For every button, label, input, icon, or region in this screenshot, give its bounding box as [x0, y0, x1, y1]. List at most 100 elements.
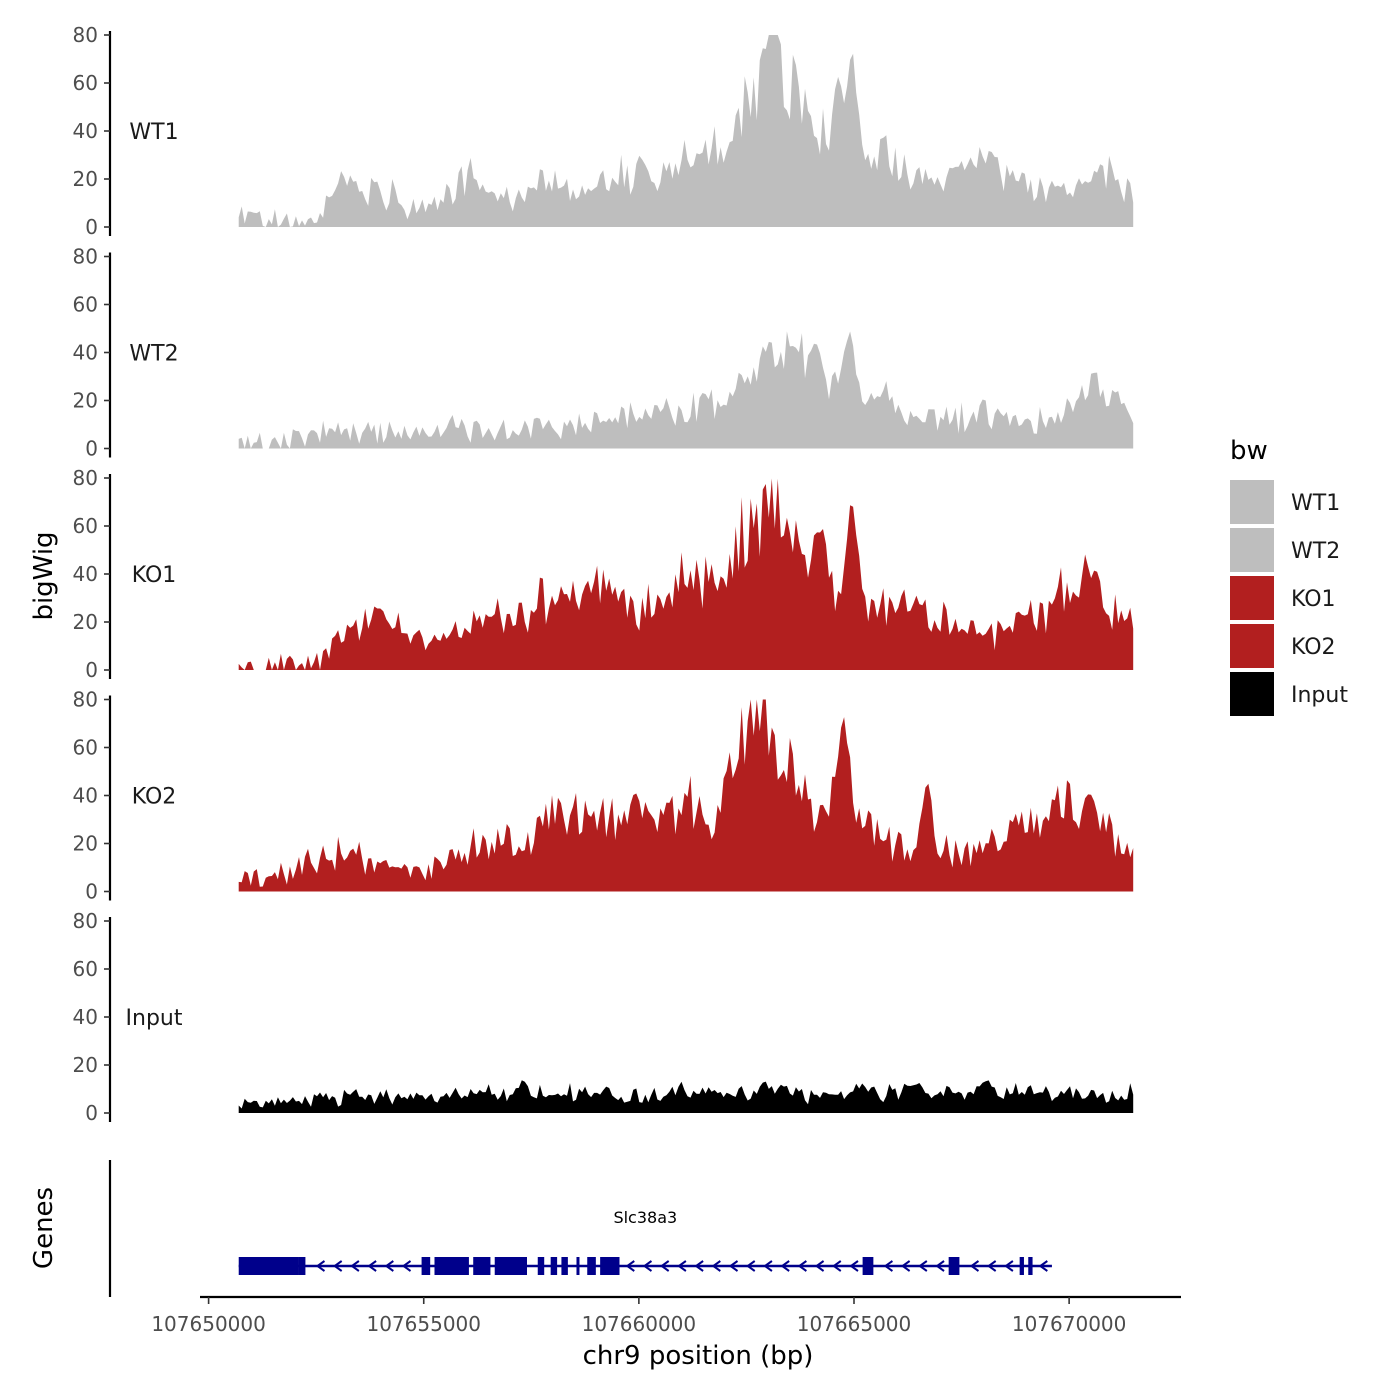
- gene-exon: [862, 1257, 874, 1275]
- gene-exon: [600, 1257, 620, 1275]
- y-tick-label: 60: [73, 514, 98, 538]
- y-tick-label: 40: [73, 119, 98, 143]
- y-tick-label: 60: [73, 736, 98, 760]
- strand-arrow: [935, 1260, 945, 1272]
- genes-axis-title: Genes: [29, 1187, 59, 1269]
- legend-swatch-ko2: [1230, 624, 1274, 668]
- track-label-wt1: WT1: [129, 120, 178, 145]
- track-ko1: 0 20 40 60 80 KO1: [73, 466, 1134, 682]
- legend-label-wt2: WT2: [1291, 539, 1340, 564]
- y-tick-label: 20: [73, 167, 98, 191]
- legend-swatch-ko1: [1230, 576, 1274, 620]
- y-tick-label: 0: [85, 880, 98, 904]
- track-label-ko1: KO1: [132, 563, 177, 588]
- legend-label-input: Input: [1291, 683, 1348, 708]
- gene-exon: [1028, 1257, 1033, 1275]
- track-ko2: 0 20 40 60 80 KO2: [73, 688, 1134, 904]
- track-label-wt2: WT2: [129, 342, 178, 367]
- legend-swatch-input: [1230, 672, 1274, 716]
- gene-exon: [494, 1257, 527, 1275]
- y-tick-label: 60: [73, 293, 98, 317]
- gene-exon: [238, 1257, 299, 1275]
- gene-exon: [587, 1257, 596, 1275]
- strand-arrow: [332, 1260, 343, 1272]
- strand-arrow: [849, 1260, 859, 1272]
- strand-arrow: [797, 1260, 807, 1272]
- gene-exon: [421, 1257, 431, 1275]
- strand-arrow: [367, 1260, 377, 1272]
- y-tick-label: 20: [73, 610, 98, 634]
- signal-area-input: [238, 1080, 1134, 1113]
- x-axis: chr9 position (bp) 107650000 107655000 107…: [151, 1295, 1181, 1371]
- strand-arrow: [969, 1260, 980, 1272]
- gene-exon: [473, 1257, 491, 1275]
- bigwig-tracks: 0 20 40 60 80 WT1 0 20 40 60 80 WT2 0 20 40 60 80 KO1 0 20 4…: [73, 23, 1134, 1125]
- strand-arrow: [1038, 1260, 1048, 1272]
- gene-track: Slc38a3: [108, 1160, 1052, 1297]
- legend-label-wt1: WT1: [1291, 491, 1340, 516]
- y-tick-label: 80: [73, 466, 98, 490]
- strand-arrow: [728, 1260, 739, 1272]
- legend-swatch-wt2: [1230, 528, 1274, 572]
- signal-area-wt2: [238, 331, 1134, 449]
- legend-swatch-wt1: [1230, 480, 1274, 524]
- strand-arrow: [746, 1260, 756, 1272]
- strand-arrow: [780, 1260, 790, 1272]
- strand-arrow: [315, 1260, 326, 1272]
- y-tick-label: 0: [85, 658, 98, 682]
- y-tick-label: 20: [73, 389, 98, 413]
- x-axis-title: chr9 position (bp): [583, 1341, 814, 1371]
- x-tick-label: 107650000: [151, 1312, 266, 1336]
- strand-arrow: [642, 1260, 653, 1272]
- legend-label-ko1: KO1: [1291, 587, 1336, 612]
- y-tick-label: 0: [85, 437, 98, 461]
- legend: bw WT1 WT2 KO1 KO2 Input: [1230, 436, 1348, 716]
- strand-arrow: [1004, 1260, 1014, 1272]
- x-tick-label: 107655000: [366, 1312, 481, 1336]
- strand-arrow: [659, 1260, 670, 1272]
- strand-arrow: [883, 1260, 894, 1272]
- y-tick-label: 80: [73, 688, 98, 712]
- strand-arrow: [900, 1260, 911, 1272]
- strand-arrow: [384, 1260, 394, 1272]
- track-wt2: 0 20 40 60 80 WT2: [73, 245, 1134, 461]
- y-tick-label: 80: [73, 909, 98, 933]
- y-tick-label: 20: [73, 832, 98, 856]
- legend-label-ko2: KO2: [1291, 635, 1336, 660]
- y-tick-label: 20: [73, 1053, 98, 1077]
- signal-area-ko2: [238, 699, 1134, 892]
- gene-exon: [550, 1257, 558, 1275]
- strand-arrow: [694, 1260, 704, 1272]
- track-wt1: 0 20 40 60 80 WT1: [73, 23, 1134, 239]
- y-tick-label: 40: [73, 341, 98, 365]
- y-tick-label: 80: [73, 23, 98, 47]
- track-input: 0 20 40 60 80 Input: [73, 909, 1134, 1125]
- strand-arrow: [918, 1260, 928, 1272]
- y-tick-label: 40: [73, 562, 98, 586]
- strand-arrow: [832, 1260, 842, 1272]
- signal-area-ko1: [238, 478, 1134, 670]
- y-tick-label: 60: [73, 957, 98, 981]
- signal-area-wt1: [238, 35, 1134, 227]
- strand-arrow: [401, 1260, 412, 1272]
- strand-arrow: [677, 1260, 687, 1272]
- x-tick-label: 107660000: [582, 1312, 697, 1336]
- gene-name-label: Slc38a3: [613, 1208, 677, 1227]
- track-label-ko2: KO2: [132, 785, 177, 810]
- gene-exon: [576, 1257, 580, 1275]
- strand-arrow: [350, 1260, 360, 1272]
- gene-exon: [1019, 1257, 1024, 1275]
- gene-exon: [298, 1257, 306, 1275]
- strand-arrow: [625, 1260, 635, 1272]
- y-tick-label: 80: [73, 245, 98, 269]
- y-tick-label: 40: [73, 784, 98, 808]
- x-tick-label: 107665000: [797, 1312, 912, 1336]
- gene-exon: [434, 1257, 469, 1275]
- strand-arrow: [814, 1260, 825, 1272]
- gene-exon: [537, 1257, 545, 1275]
- gene-exon: [948, 1257, 960, 1275]
- y-tick-label: 0: [85, 215, 98, 239]
- legend-title: bw: [1230, 436, 1268, 466]
- track-label-input: Input: [126, 1006, 183, 1031]
